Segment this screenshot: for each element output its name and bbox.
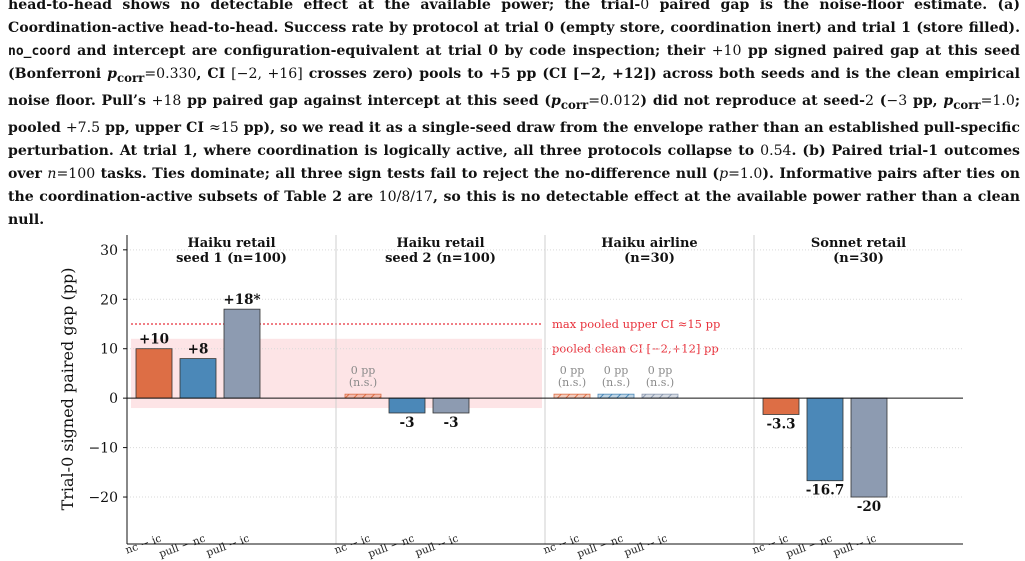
category-tick-label: pull − nc (576, 533, 626, 561)
bar (432, 397, 470, 414)
y-tick-label: 20 (100, 292, 118, 308)
bar (179, 358, 217, 399)
pooled-ci-band-label: pooled clean CI [−2,+12] pp (552, 342, 719, 356)
bar-value-label: -3 (400, 415, 415, 431)
category-tick-label: nc − ic (333, 533, 372, 557)
y-tick-label: 30 (100, 243, 118, 259)
bar-value-label: +18* (223, 292, 260, 308)
zero-note-label: 0 pp (n.s.) (602, 364, 630, 389)
category-tick-label: nc − ic (124, 533, 163, 557)
bars-layer (135, 308, 888, 498)
bar-value-label: +10 (139, 332, 169, 348)
category-tick-label: pull − nc (158, 533, 208, 561)
category-tick-label: pull − ic (414, 533, 460, 560)
zero-note-label: 0 pp (n.s.) (646, 364, 674, 389)
y-tick-label: 0 (109, 391, 118, 407)
bar-value-label: -3 (444, 415, 459, 431)
bar-value-label: -20 (857, 499, 881, 515)
group-dividers (335, 235, 755, 544)
zero-bar (641, 393, 679, 399)
zero-bar (597, 393, 635, 399)
max-upper-ci-label: max pooled upper CI ≈15 pp (552, 317, 720, 331)
y-axis-label: Trial-0 signed paired gap (pp) (58, 268, 77, 511)
bar (388, 397, 426, 414)
y-tick-label: −20 (88, 490, 118, 506)
zero-note-label: 0 pp (n.s.) (558, 364, 586, 389)
bar (135, 348, 173, 399)
bar (762, 397, 800, 415)
category-tick-label: nc − ic (751, 533, 790, 557)
axes-layer: 30 20 10 0 −10 −20 (88, 235, 963, 545)
zero-bar (553, 393, 591, 399)
zero-note-label: 0 pp (n.s.) (349, 364, 377, 389)
bar-value-label: +8 (188, 342, 209, 358)
category-tick-label: pull − ic (832, 533, 878, 560)
bar (223, 308, 261, 399)
bar-value-label: -16.7 (806, 483, 844, 499)
bar (850, 397, 888, 498)
bar (806, 397, 844, 482)
group-title: Haiku retail seed 1 (n=100) (176, 236, 287, 266)
category-tick-label: nc − ic (542, 533, 581, 557)
bar-value-label: -3.3 (766, 416, 795, 432)
category-tick-label: pull − ic (205, 533, 251, 560)
y-tick-label: 10 (100, 342, 118, 358)
zero-bar (344, 393, 382, 399)
group-title: Sonnet retail (n=30) (811, 236, 906, 266)
category-tick-label: pull − nc (367, 533, 417, 561)
category-tick-label: pull − ic (623, 533, 669, 560)
figure-caption: head-to-head shows no detectable effect … (8, 0, 1021, 228)
group-title: Haiku airline (n=30) (601, 236, 697, 266)
paired-gap-bar-chart: pooled clean CI [−2,+12] pp max pooled up… (58, 235, 963, 561)
group-title: Haiku retail seed 2 (n=100) (385, 236, 496, 266)
category-tick-label: pull − nc (785, 533, 835, 561)
y-tick-label: −10 (88, 441, 118, 457)
